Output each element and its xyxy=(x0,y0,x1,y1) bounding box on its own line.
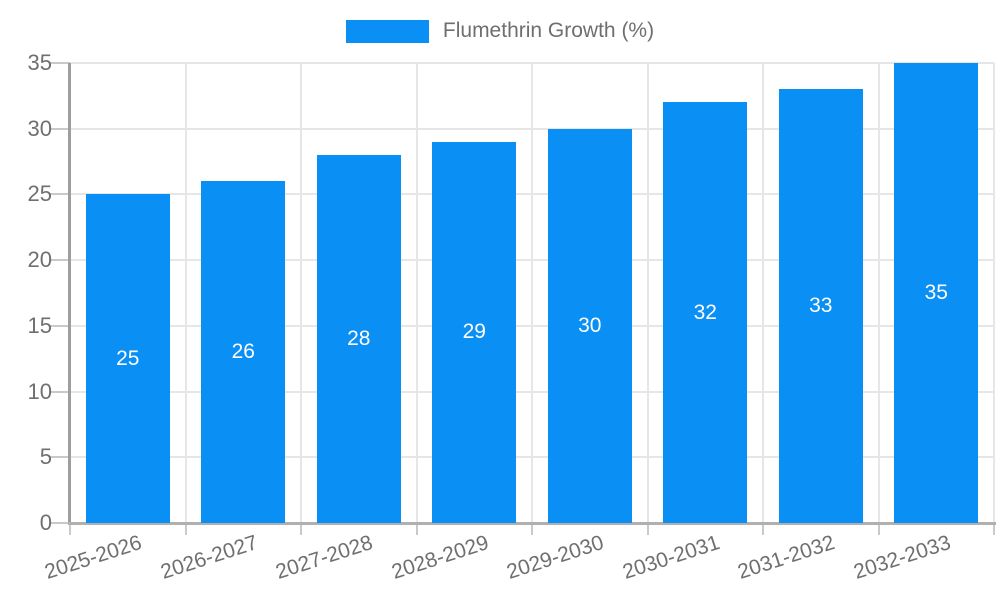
legend: Flumethrin Growth (%) xyxy=(0,19,1000,43)
x-category-label: 2028-2029 xyxy=(388,531,492,584)
x-category-label: 2029-2030 xyxy=(504,531,607,584)
bar[interactable]: 33 xyxy=(778,89,863,523)
bar[interactable]: 35 xyxy=(894,63,979,523)
v-gridline xyxy=(531,63,533,523)
y-axis-tick xyxy=(50,259,70,262)
x-axis-tick xyxy=(877,523,880,535)
y-tick-label: 10 xyxy=(27,378,52,404)
bar[interactable]: 25 xyxy=(85,194,170,523)
x-baseline xyxy=(68,522,996,525)
v-gridline xyxy=(300,63,302,523)
y-axis-tick xyxy=(50,127,70,130)
bar-value-label: 30 xyxy=(578,313,602,337)
legend-swatch xyxy=(345,19,429,43)
y-tick-label: 35 xyxy=(27,50,52,75)
v-gridline xyxy=(762,63,764,523)
y-axis-tick xyxy=(50,62,70,64)
legend-label: Flumethrin Growth (%) xyxy=(442,19,655,42)
x-category-label: 2030-2031 xyxy=(619,531,723,584)
x-axis-tick xyxy=(993,523,995,535)
y-axis-tick xyxy=(50,390,70,393)
x-axis-tick xyxy=(300,523,302,535)
x-axis-tick xyxy=(415,523,418,535)
v-gridline xyxy=(646,63,649,523)
bar[interactable]: 26 xyxy=(201,181,286,523)
y-axis-line xyxy=(68,63,71,525)
bar[interactable]: 29 xyxy=(432,141,517,523)
y-axis-tick xyxy=(50,522,70,524)
x-category-label: 2032-2033 xyxy=(850,531,954,584)
bar-value-label: 35 xyxy=(924,281,948,304)
bar[interactable]: 32 xyxy=(663,102,748,523)
bar-value-label: 28 xyxy=(347,327,371,350)
bar[interactable]: 30 xyxy=(547,128,632,523)
bar-value-label: 33 xyxy=(809,294,833,318)
x-category-label: 2027-2028 xyxy=(273,531,376,584)
x-axis-tick xyxy=(762,523,764,535)
y-tick-label: 25 xyxy=(27,181,52,207)
bar-value-label: 25 xyxy=(116,346,140,370)
x-axis-tick xyxy=(646,523,649,535)
y-tick-label: 0 xyxy=(39,510,52,535)
x-category-label: 2026-2027 xyxy=(157,531,261,584)
v-gridline xyxy=(415,63,418,523)
x-axis-tick xyxy=(531,523,533,535)
y-tick-label: 5 xyxy=(39,444,52,470)
y-tick-label: 30 xyxy=(27,115,52,141)
bar-value-label: 32 xyxy=(693,300,717,324)
v-gridline xyxy=(184,63,187,523)
y-tick-label: 15 xyxy=(27,312,52,338)
x-axis-tick xyxy=(69,523,71,535)
y-axis-tick xyxy=(50,193,70,196)
v-gridline xyxy=(877,63,880,523)
bar[interactable]: 28 xyxy=(316,155,401,523)
x-axis-tick xyxy=(184,523,187,535)
bar-value-label: 26 xyxy=(231,340,255,364)
bar-value-label: 29 xyxy=(462,320,486,344)
x-category-label: 2025-2026 xyxy=(42,531,145,584)
y-axis-tick xyxy=(50,456,70,459)
x-category-label: 2031-2032 xyxy=(735,531,838,584)
y-axis-tick xyxy=(50,324,70,327)
v-gridline xyxy=(993,63,995,523)
y-tick-label: 20 xyxy=(27,247,52,273)
